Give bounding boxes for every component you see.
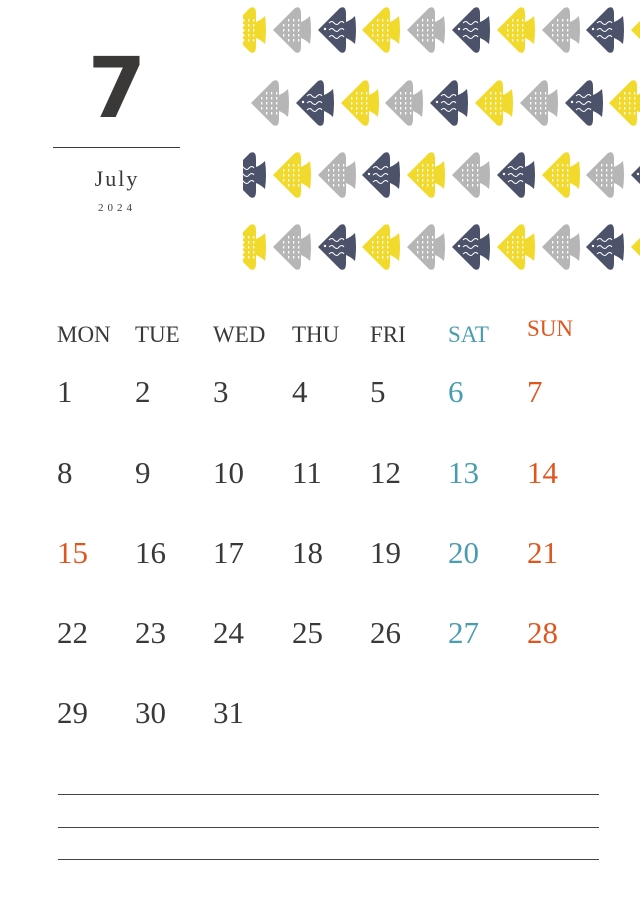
day-cell: 2 bbox=[135, 374, 151, 409]
day-cell: 31 bbox=[213, 695, 244, 730]
day-cell: 29 bbox=[57, 695, 88, 730]
year: 2024 bbox=[98, 202, 136, 214]
weekday-header-mon: MON bbox=[57, 322, 111, 347]
day-cell: 5 bbox=[370, 374, 386, 409]
fish-icon bbox=[317, 224, 356, 270]
fish-icon bbox=[272, 7, 311, 53]
day-cell: 16 bbox=[135, 535, 166, 570]
fish-icon bbox=[496, 7, 535, 53]
fish-icon bbox=[272, 152, 311, 198]
day-cell: 13 bbox=[448, 455, 479, 490]
day-cell: 19 bbox=[370, 535, 401, 570]
weekday-header-sun: SUN bbox=[527, 316, 574, 341]
fish-icon bbox=[541, 7, 580, 53]
fish-icon bbox=[362, 7, 401, 53]
fish-pattern bbox=[243, 0, 640, 280]
fish-icon bbox=[362, 224, 401, 270]
fish-icon bbox=[586, 7, 625, 53]
day-cell: 7 bbox=[527, 374, 543, 409]
fish-icon bbox=[452, 152, 490, 198]
day-cell: 18 bbox=[292, 535, 323, 570]
fish-icon bbox=[243, 7, 266, 53]
fish-icon bbox=[272, 224, 311, 270]
weekday-header-wed: WED bbox=[213, 322, 266, 347]
day-cell: 12 bbox=[370, 455, 401, 490]
fish-icon bbox=[631, 166, 640, 184]
fish-icon bbox=[385, 80, 424, 126]
day-cell: 22 bbox=[57, 615, 88, 650]
day-cell: 11 bbox=[292, 455, 322, 490]
day-cell: 27 bbox=[448, 615, 479, 650]
fish-icon bbox=[609, 80, 640, 126]
fish-icon bbox=[496, 152, 535, 198]
day-cell: 15 bbox=[57, 535, 88, 570]
day-cell: 9 bbox=[135, 455, 151, 490]
fish-icon bbox=[407, 152, 446, 198]
day-cell: 28 bbox=[527, 615, 558, 650]
fish-icon bbox=[564, 80, 603, 126]
fish-icon bbox=[317, 152, 356, 198]
fish-icon bbox=[317, 7, 356, 53]
weekday-header-thu: THU bbox=[292, 322, 340, 347]
weekday-header-fri: FRI bbox=[370, 322, 406, 347]
day-cell: 10 bbox=[213, 455, 244, 490]
day-cell: 25 bbox=[292, 615, 323, 650]
note-line bbox=[58, 794, 599, 795]
fish-icon bbox=[295, 80, 334, 126]
fish-icon bbox=[243, 152, 266, 198]
fish-icon bbox=[496, 224, 535, 270]
fish-icon bbox=[452, 224, 490, 270]
month-name: July bbox=[94, 166, 140, 191]
divider bbox=[53, 147, 180, 148]
fish-icon bbox=[631, 238, 640, 256]
day-cell: 30 bbox=[135, 695, 166, 730]
day-cell: 6 bbox=[448, 374, 464, 409]
day-cell: 21 bbox=[527, 535, 558, 570]
fish-icon bbox=[340, 80, 379, 126]
fish-icon bbox=[430, 80, 469, 126]
day-cell: 3 bbox=[213, 374, 229, 409]
fish-icon bbox=[407, 224, 446, 270]
fish-icon bbox=[251, 80, 289, 126]
day-cell: 1 bbox=[57, 374, 73, 409]
fish-icon bbox=[243, 224, 266, 270]
day-cell: 8 bbox=[57, 455, 73, 490]
fish-icon bbox=[586, 152, 625, 198]
fish-icon bbox=[586, 224, 625, 270]
fish-icon bbox=[541, 152, 580, 198]
weekday-header-sat: SAT bbox=[448, 322, 489, 347]
day-cell: 20 bbox=[448, 535, 479, 570]
fish-icon bbox=[475, 80, 513, 126]
day-cell: 23 bbox=[135, 615, 166, 650]
day-cell: 26 bbox=[370, 615, 401, 650]
weekday-header-tue: TUE bbox=[135, 322, 180, 347]
fish-icon bbox=[452, 7, 490, 53]
day-cell: 14 bbox=[527, 455, 558, 490]
fish-icon bbox=[631, 21, 640, 39]
fish-icon bbox=[362, 152, 401, 198]
note-line bbox=[58, 827, 599, 828]
day-cell: 24 bbox=[213, 615, 244, 650]
month-number: 7 bbox=[87, 39, 147, 137]
day-cell: 4 bbox=[292, 374, 308, 409]
fish-icon bbox=[541, 224, 580, 270]
note-line bbox=[58, 859, 599, 860]
fish-icon bbox=[519, 80, 558, 126]
fish-icon bbox=[407, 7, 446, 53]
day-cell: 17 bbox=[213, 535, 244, 570]
